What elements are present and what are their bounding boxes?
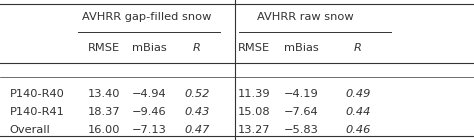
Text: −9.46: −9.46 bbox=[132, 107, 167, 117]
Text: −4.94: −4.94 bbox=[132, 89, 167, 99]
Text: 0.43: 0.43 bbox=[184, 107, 210, 117]
Text: 18.37: 18.37 bbox=[88, 107, 120, 117]
Text: RMSE: RMSE bbox=[237, 43, 270, 53]
Text: 15.08: 15.08 bbox=[237, 107, 270, 117]
Text: 13.40: 13.40 bbox=[88, 89, 120, 99]
Text: R: R bbox=[354, 43, 362, 53]
Text: AVHRR raw snow: AVHRR raw snow bbox=[257, 12, 354, 22]
Text: P140-R40: P140-R40 bbox=[9, 89, 64, 99]
Text: −7.13: −7.13 bbox=[132, 125, 167, 135]
Text: 16.00: 16.00 bbox=[88, 125, 120, 135]
Text: mBias: mBias bbox=[132, 43, 167, 53]
Text: RMSE: RMSE bbox=[88, 43, 120, 53]
Text: 11.39: 11.39 bbox=[237, 89, 270, 99]
Text: 0.47: 0.47 bbox=[184, 125, 210, 135]
Text: −4.19: −4.19 bbox=[283, 89, 319, 99]
Text: P140-R41: P140-R41 bbox=[9, 107, 64, 117]
Text: 0.46: 0.46 bbox=[345, 125, 371, 135]
Text: mBias: mBias bbox=[283, 43, 319, 53]
Text: 0.44: 0.44 bbox=[345, 107, 371, 117]
Text: R: R bbox=[193, 43, 201, 53]
Text: 0.49: 0.49 bbox=[345, 89, 371, 99]
Text: AVHRR gap-filled snow: AVHRR gap-filled snow bbox=[82, 12, 211, 22]
Text: −5.83: −5.83 bbox=[283, 125, 319, 135]
Text: Overall: Overall bbox=[9, 125, 50, 135]
Text: 0.52: 0.52 bbox=[184, 89, 210, 99]
Text: 13.27: 13.27 bbox=[237, 125, 270, 135]
Text: −7.64: −7.64 bbox=[283, 107, 319, 117]
